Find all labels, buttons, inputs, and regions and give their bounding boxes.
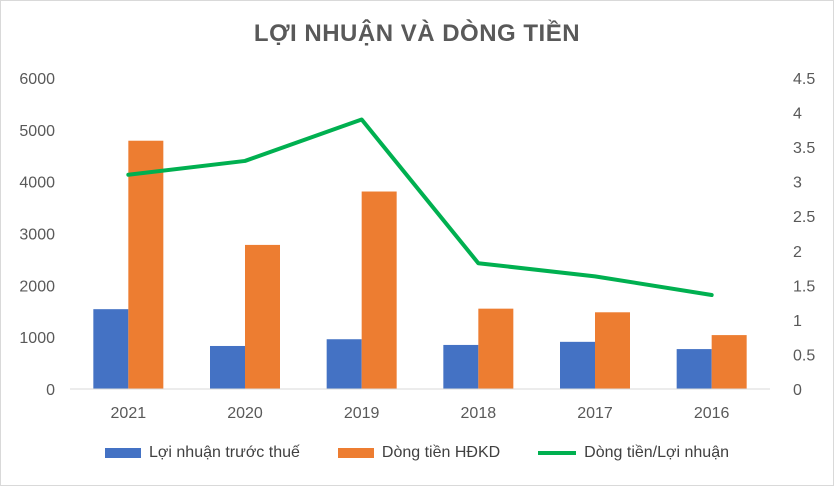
bar-profit-2017	[560, 341, 595, 389]
right-tick-label: 0	[793, 382, 802, 399]
bar-profit-2021	[93, 309, 129, 389]
right-tick-label: 1	[793, 313, 802, 330]
legend-label-profit: Lợi nhuận trước thuế	[149, 444, 300, 461]
right-tick-label: 0.5	[793, 347, 815, 364]
left-tick-label: 1000	[19, 330, 55, 347]
left-tick-label: 2000	[19, 278, 55, 295]
legend-swatch-cashflow	[337, 448, 374, 458]
x-tick-label: 2019	[344, 405, 380, 422]
x-tick-label: 2016	[694, 405, 730, 422]
chart-title: LỢI NHUẬN VÀ DÒNG TIỀN	[253, 20, 581, 47]
x-tick-label: 2018	[461, 405, 497, 422]
legend-item-ratio: Dòng tiền/Lợi nhuận	[538, 444, 729, 462]
right-tick-label: 2.5	[793, 209, 815, 226]
left-axis-ticks: 0 1000 2000 3000 4000 5000 6000	[19, 71, 55, 399]
right-tick-label: 2	[793, 244, 802, 261]
left-tick-label: 3000	[19, 227, 55, 244]
bars	[93, 140, 747, 389]
legend-item-cashflow: Dòng tiền HĐKD	[337, 444, 501, 462]
bar-cashflow-2021	[128, 140, 164, 389]
bar-cashflow-2019	[361, 191, 397, 389]
legend-swatch-ratio	[538, 451, 577, 455]
bar-profit-2019	[326, 339, 362, 389]
ratio-line	[126, 117, 714, 298]
bar-profit-2018	[443, 344, 479, 389]
legend-label-ratio: Dòng tiền/Lợi nhuận	[584, 444, 729, 461]
legend: Lợi nhuận trước thuế Dòng tiền HĐKD Dòng…	[0, 444, 834, 462]
right-tick-label: 3.5	[793, 140, 815, 157]
right-axis-ticks: 0 0.5 1 1.5 2 2.5 3 3.5 4 4.5	[793, 71, 815, 399]
bar-cashflow-2018	[478, 308, 514, 389]
x-tick-label: 2020	[227, 405, 263, 422]
left-tick-label: 0	[46, 382, 55, 399]
right-tick-label: 4	[793, 106, 802, 123]
bar-cashflow-2020	[245, 244, 280, 389]
x-tick-label: 2021	[111, 405, 147, 422]
left-tick-label: 6000	[19, 71, 55, 88]
bar-cashflow-2016	[711, 335, 747, 389]
right-tick-label: 3	[793, 175, 802, 192]
line-series	[126, 117, 714, 298]
legend-swatch-profit	[105, 448, 141, 458]
left-tick-label: 5000	[19, 123, 55, 140]
x-tick-label: 2017	[577, 405, 613, 422]
left-tick-label: 4000	[19, 175, 55, 192]
right-tick-label: 1.5	[793, 278, 815, 295]
legend-label-cashflow: Dòng tiền HĐKD	[381, 444, 501, 461]
right-tick-label: 4.5	[793, 71, 815, 88]
bar-profit-2016	[676, 349, 712, 389]
bar-profit-2020	[210, 345, 245, 389]
bar-cashflow-2017	[595, 312, 630, 389]
x-axis-ticks: 2021 2020 2019 2018 2017 2016	[111, 405, 730, 422]
legend-item-profit: Lợi nhuận trước thuế	[105, 444, 300, 462]
